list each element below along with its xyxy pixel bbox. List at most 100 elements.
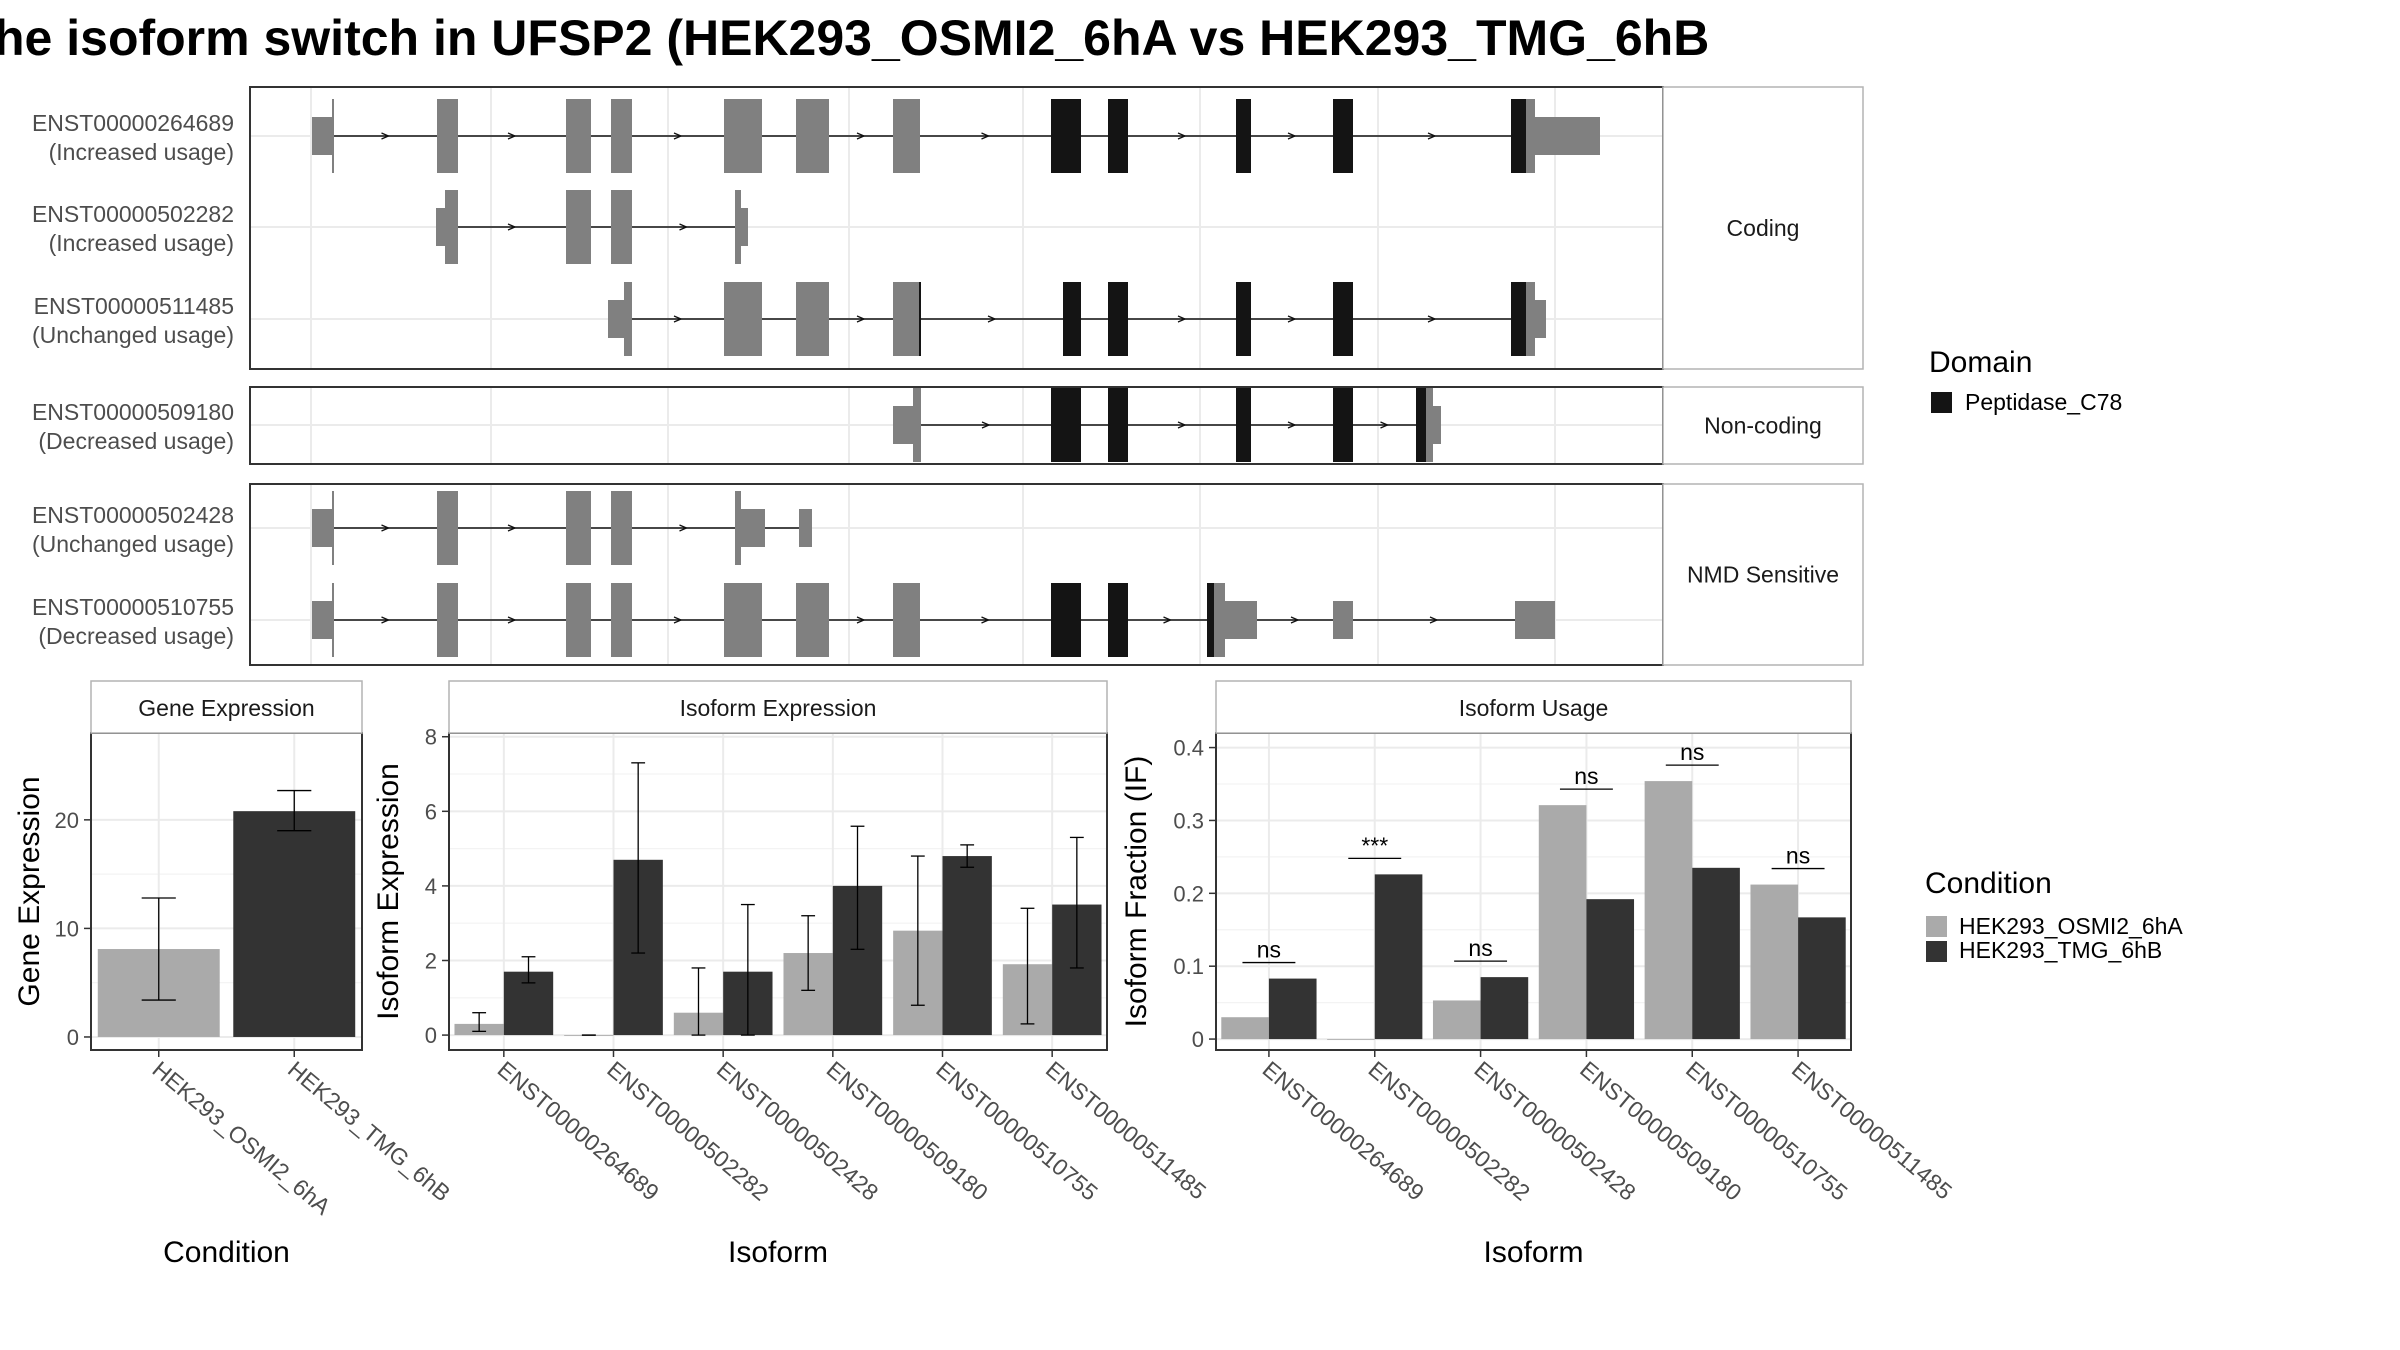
exon-block: [1426, 388, 1433, 462]
exon-block: [724, 282, 762, 356]
transcript-usage: (Increased usage): [49, 230, 234, 256]
bar: [233, 811, 356, 1037]
exon-block: [893, 406, 913, 444]
exon-block: [566, 190, 591, 264]
intron-arrow: [1427, 315, 1437, 323]
expression-charts: Gene Expression01020HEK293_OSMI2_6hAHEK2…: [13, 680, 1957, 1269]
exon-block: [332, 491, 334, 565]
transcript-usage: (Increased usage): [49, 139, 234, 165]
domain-block: [1236, 282, 1251, 356]
chart-strip: [90, 680, 363, 734]
y-tick-label: 4: [425, 874, 437, 899]
exon-block: [611, 190, 632, 264]
intron-arrow: [1287, 132, 1297, 140]
significance-label: ns: [1680, 739, 1704, 765]
domain-block: [1051, 99, 1081, 173]
intron-arrow: [507, 616, 517, 624]
transcript-id: ENST00000502282: [32, 201, 234, 227]
intron-arrow: [381, 132, 391, 140]
y-tick-label: 6: [425, 799, 437, 824]
exon-block: [735, 190, 741, 264]
exon-block: [624, 282, 632, 356]
transcript-id: ENST00000502428: [32, 502, 234, 528]
significance-label: ns: [1468, 935, 1492, 961]
transcript-id: ENST00000511485: [34, 293, 234, 319]
intron-arrow: [856, 315, 866, 323]
domain-legend-key-peptidase: [1931, 392, 1952, 413]
intron-arrow: [507, 524, 517, 532]
exon-block: [437, 491, 458, 565]
bar: [1644, 781, 1693, 1040]
intron-arrow: [679, 524, 689, 532]
exon-block: [437, 99, 458, 173]
significance-label: ***: [1361, 832, 1388, 858]
intron-arrow: [981, 132, 991, 140]
domain-block: [1108, 583, 1128, 657]
intron-arrow: [981, 616, 991, 624]
structure-panel-bg: [250, 484, 1663, 665]
domain-block: [1108, 282, 1128, 356]
domain-block: [1236, 388, 1251, 462]
y-tick-label: 20: [55, 808, 79, 833]
exon-block: [724, 99, 762, 173]
transcript-id: ENST00000509180: [32, 399, 234, 425]
chart-title: Isoform Expression: [680, 695, 877, 721]
y-tick-label: 0.3: [1173, 808, 1204, 833]
intron-arrow: [1429, 616, 1439, 624]
exon-block: [332, 99, 334, 173]
domain-legend-label: Peptidase_C78: [1965, 389, 2122, 415]
exon-block: [741, 509, 765, 547]
intron-arrow: [1163, 616, 1173, 624]
transcript-id: ENST00000510755: [32, 594, 234, 620]
exon-block: [1515, 601, 1555, 639]
exon-block: [1526, 282, 1535, 356]
chart-strip: [448, 680, 1108, 734]
domain-block: [1108, 388, 1128, 462]
exon-block: [312, 601, 332, 639]
significance-label: ns: [1257, 937, 1281, 963]
intron-arrow: [673, 616, 683, 624]
bar: [1750, 884, 1799, 1040]
intron-arrow: [1427, 132, 1437, 140]
exon-block: [741, 208, 748, 246]
chart-title: Gene Expression: [138, 695, 314, 721]
intron-arrow: [673, 315, 683, 323]
bar: [1538, 805, 1587, 1040]
y-tick-label: 0.2: [1173, 881, 1204, 906]
exon-block: [1535, 300, 1546, 338]
plot-panel-bg: [449, 733, 1107, 1050]
exon-block: [312, 509, 332, 547]
exon-block: [437, 583, 458, 657]
bar: [1432, 1000, 1481, 1040]
y-tick-label: 8: [425, 725, 437, 750]
exon-block: [893, 99, 920, 173]
intron-arrow: [987, 315, 997, 323]
exon-block: [799, 509, 812, 547]
condition-legend-label-tmg: HEK293_TMG_6hB: [1959, 937, 2162, 963]
y-tick-label: 2: [425, 948, 437, 973]
section-strip: [1662, 483, 1864, 666]
transcript-id: ENST00000264689: [32, 110, 234, 136]
intron-arrow: [507, 223, 517, 231]
exon-block: [1433, 406, 1441, 444]
bar: [1268, 978, 1317, 1040]
intron-arrow: [1177, 315, 1187, 323]
chart-1: Isoform Expression02468ENST00000264689EN…: [372, 680, 1211, 1269]
intron-arrow: [381, 524, 391, 532]
intron-arrow: [856, 616, 866, 624]
y-axis-title: Gene Expression: [13, 776, 46, 1006]
exon-block: [566, 583, 591, 657]
transcript-structure-plot: ENST00000264689 (Increased usage) ENST0000…: [32, 86, 1864, 666]
domain-block: [1333, 282, 1353, 356]
domain-block: [1063, 282, 1081, 356]
domain-block: [1416, 388, 1426, 462]
exon-block: [893, 282, 919, 356]
domain-block: [1207, 583, 1214, 657]
exon-block: [566, 99, 591, 173]
exon-block: [735, 491, 741, 565]
y-tick-label: 0: [1192, 1027, 1204, 1052]
section-strip: [1662, 386, 1864, 465]
domain-legend-title: Domain: [1929, 346, 2032, 379]
